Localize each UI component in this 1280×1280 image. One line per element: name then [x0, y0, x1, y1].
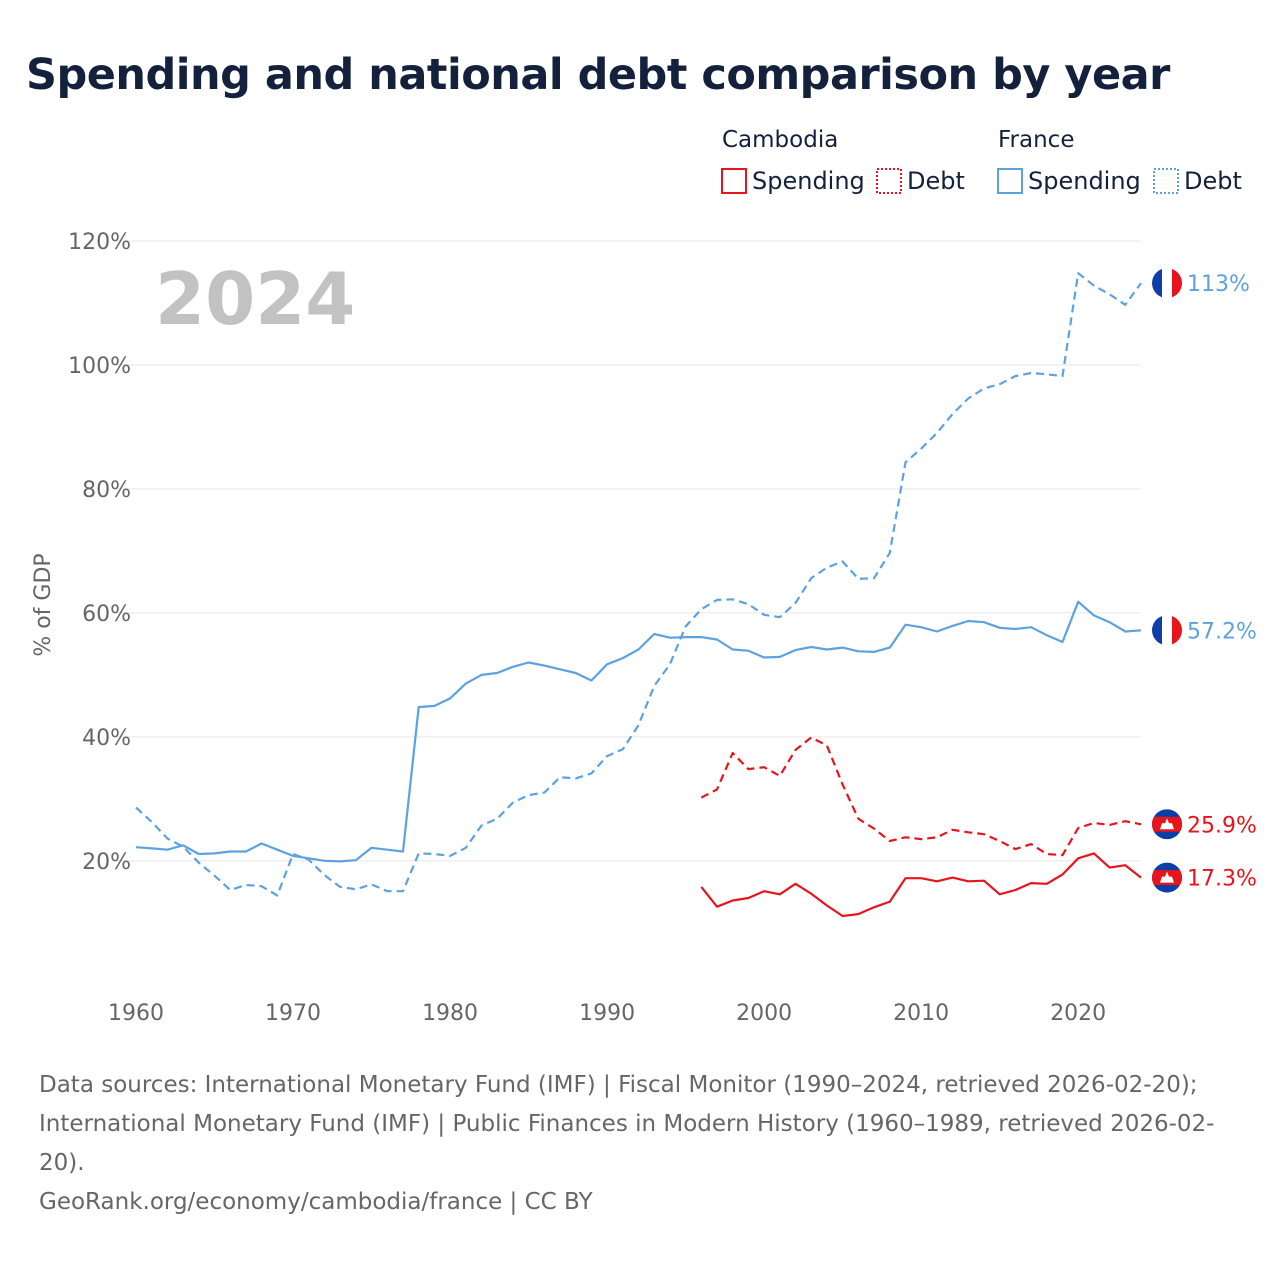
x-tick-label: 1960	[108, 1001, 164, 1026]
x-tick-label: 1970	[265, 1001, 321, 1026]
gridlines	[116, 240, 1141, 862]
legend-swatch-france-spending	[997, 168, 1023, 194]
france-flag-icon	[1152, 615, 1182, 646]
legend-label-cambodia-debt[interactable]: Debt	[907, 167, 965, 195]
end-markers: 57.2% 113% 17.3% 25.9%	[1152, 268, 1257, 893]
chart-title: Spending and national debt comparison by…	[26, 50, 1170, 100]
legend-swatch-cambodia-debt	[876, 168, 902, 194]
y-axis-title: % of GDP	[31, 553, 56, 656]
y-tick-label: 20%	[82, 850, 131, 875]
series-line-france_spending[interactable]	[135, 600, 1142, 863]
legend-swatch-cambodia-spending	[721, 168, 747, 194]
x-tick-label: 1980	[422, 1001, 478, 1026]
y-axis-ticks: 20% 40% 60% 80% 100% 120%	[68, 230, 131, 875]
x-tick-label: 2000	[736, 1001, 792, 1026]
end-label-cambodia_spending: 17.3%	[1187, 867, 1257, 892]
x-tick-label: 2020	[1050, 1001, 1106, 1026]
legend[interactable]: Cambodia Spending Debt France Spending D…	[721, 127, 1242, 195]
legend-label-cambodia-spending[interactable]: Spending	[752, 167, 865, 195]
year-watermark: 2024	[155, 257, 355, 341]
cambodia-flag-icon	[1152, 809, 1182, 840]
y-tick-label: 60%	[82, 602, 131, 627]
legend-group-france: France	[998, 127, 1074, 153]
y-tick-label: 100%	[68, 354, 131, 379]
series-lines	[135, 272, 1142, 918]
x-tick-label: 2010	[893, 1001, 949, 1026]
x-axis-ticks: 1960 1970 1980 1990 2000 2010 2020	[108, 1001, 1106, 1026]
legend-label-france-spending[interactable]: Spending	[1028, 167, 1141, 195]
y-tick-label: 40%	[82, 726, 131, 751]
end-label-france_debt: 113%	[1187, 272, 1250, 297]
cambodia-flag-icon	[1152, 862, 1182, 893]
end-label-france_spending: 57.2%	[1187, 619, 1257, 644]
legend-group-cambodia: Cambodia	[722, 127, 838, 153]
legend-label-france-debt[interactable]: Debt	[1184, 167, 1242, 195]
y-tick-label: 80%	[82, 478, 131, 503]
credit-link[interactable]: GeoRank.org/economy/cambodia/france | CC…	[39, 1189, 593, 1215]
series-line-cambodia_debt[interactable]	[700, 736, 1142, 857]
legend-swatch-france-debt	[1153, 168, 1179, 194]
series-line-cambodia_spending[interactable]	[700, 852, 1142, 918]
footer: Data sources: International Monetary Fun…	[39, 1066, 1239, 1222]
chart-area: 20% 40% 60% 80% 100% 120% 1960 1970 1980 1990 200…	[31, 127, 1257, 1026]
end-label-cambodia_debt: 25.9%	[1187, 813, 1257, 838]
y-tick-label: 120%	[68, 230, 131, 255]
france-flag-icon	[1152, 268, 1182, 299]
data-sources: Data sources: International Monetary Fun…	[39, 1072, 1215, 1176]
x-tick-label: 1990	[579, 1001, 635, 1026]
series-line-france_debt[interactable]	[135, 272, 1142, 897]
